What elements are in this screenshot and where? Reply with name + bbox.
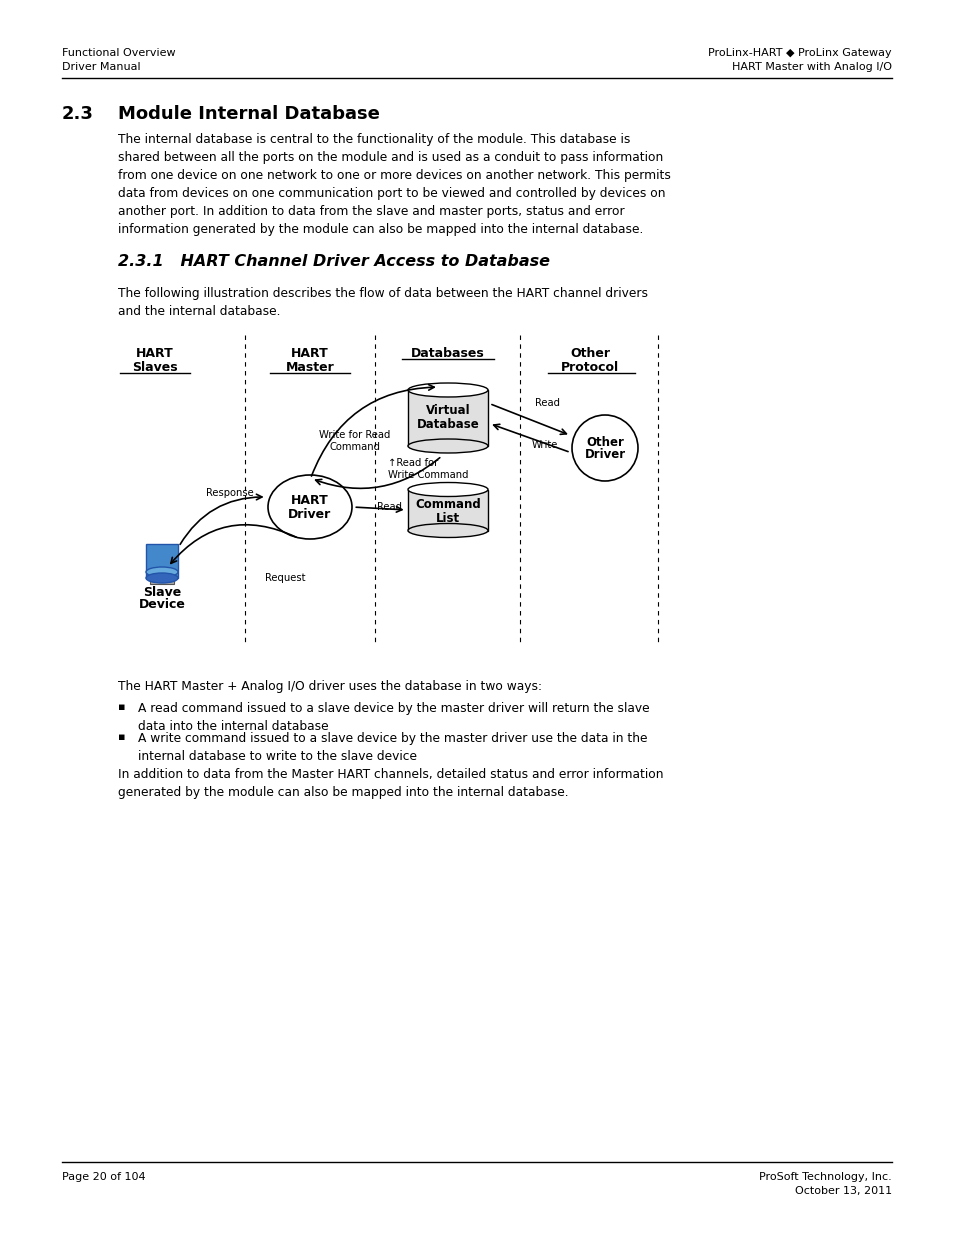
Text: A read command issued to a slave device by the master driver will return the sla: A read command issued to a slave device … bbox=[138, 701, 649, 734]
Bar bbox=[408, 390, 488, 446]
Text: Request: Request bbox=[265, 573, 305, 583]
FancyArrowPatch shape bbox=[355, 506, 401, 513]
FancyArrowPatch shape bbox=[493, 425, 567, 452]
Text: Protocol: Protocol bbox=[560, 361, 618, 374]
Text: Slaves: Slaves bbox=[132, 361, 177, 374]
Text: 2.3: 2.3 bbox=[62, 105, 93, 124]
Text: Database: Database bbox=[416, 417, 478, 431]
Text: Driver Manual: Driver Manual bbox=[62, 62, 140, 72]
Text: Master: Master bbox=[285, 361, 334, 374]
Circle shape bbox=[572, 415, 638, 480]
Text: The internal database is central to the functionality of the module. This databa: The internal database is central to the … bbox=[118, 133, 670, 236]
Text: ▪: ▪ bbox=[118, 732, 126, 742]
Ellipse shape bbox=[268, 475, 352, 538]
Text: HART: HART bbox=[136, 347, 173, 359]
Text: The following illustration describes the flow of data between the HART channel d: The following illustration describes the… bbox=[118, 287, 647, 317]
Text: List: List bbox=[436, 511, 459, 525]
Text: 2.3.1   HART Channel Driver Access to Database: 2.3.1 HART Channel Driver Access to Data… bbox=[118, 254, 550, 269]
Bar bbox=[146, 543, 178, 578]
Text: Device: Device bbox=[138, 598, 185, 611]
Text: Page 20 of 104: Page 20 of 104 bbox=[62, 1172, 146, 1182]
Text: The HART Master + Analog I/O driver uses the database in two ways:: The HART Master + Analog I/O driver uses… bbox=[118, 680, 541, 693]
Text: HART: HART bbox=[291, 347, 329, 359]
Text: ProLinx-HART ◆ ProLinx Gateway: ProLinx-HART ◆ ProLinx Gateway bbox=[708, 48, 891, 58]
Text: Virtual: Virtual bbox=[425, 404, 470, 416]
Text: Read: Read bbox=[535, 398, 560, 408]
Text: ProSoft Technology, Inc.: ProSoft Technology, Inc. bbox=[759, 1172, 891, 1182]
Ellipse shape bbox=[146, 567, 178, 577]
Text: October 13, 2011: October 13, 2011 bbox=[794, 1186, 891, 1195]
Ellipse shape bbox=[408, 438, 488, 453]
Text: Driver: Driver bbox=[584, 448, 625, 462]
Ellipse shape bbox=[408, 524, 488, 537]
Text: Driver: Driver bbox=[288, 508, 332, 520]
Ellipse shape bbox=[408, 483, 488, 496]
Text: HART: HART bbox=[291, 494, 329, 506]
Text: Response: Response bbox=[206, 488, 253, 498]
Bar bbox=[150, 576, 173, 584]
Text: Functional Overview: Functional Overview bbox=[62, 48, 175, 58]
FancyArrowPatch shape bbox=[311, 384, 434, 477]
FancyArrowPatch shape bbox=[315, 458, 439, 488]
Text: Slave: Slave bbox=[143, 585, 181, 599]
FancyArrowPatch shape bbox=[171, 525, 296, 563]
Text: Other: Other bbox=[569, 347, 609, 359]
FancyArrowPatch shape bbox=[180, 494, 262, 545]
Ellipse shape bbox=[408, 383, 488, 396]
Ellipse shape bbox=[146, 573, 178, 583]
Text: HART Master with Analog I/O: HART Master with Analog I/O bbox=[731, 62, 891, 72]
Text: Write for Read
Command: Write for Read Command bbox=[319, 430, 391, 452]
FancyArrowPatch shape bbox=[492, 405, 566, 435]
Text: A write command issued to a slave device by the master driver use the data in th: A write command issued to a slave device… bbox=[138, 732, 647, 763]
Text: Read: Read bbox=[377, 501, 402, 513]
Text: Other: Other bbox=[585, 436, 623, 448]
Text: Write: Write bbox=[531, 440, 558, 450]
Bar bbox=[408, 489, 488, 531]
Text: Command: Command bbox=[415, 498, 480, 510]
Text: Module Internal Database: Module Internal Database bbox=[118, 105, 379, 124]
Text: ▪: ▪ bbox=[118, 701, 126, 713]
Text: ↑Read for
Write Command: ↑Read for Write Command bbox=[388, 458, 468, 480]
Text: In addition to data from the Master HART channels, detailed status and error inf: In addition to data from the Master HART… bbox=[118, 768, 662, 799]
Text: Databases: Databases bbox=[411, 347, 484, 359]
